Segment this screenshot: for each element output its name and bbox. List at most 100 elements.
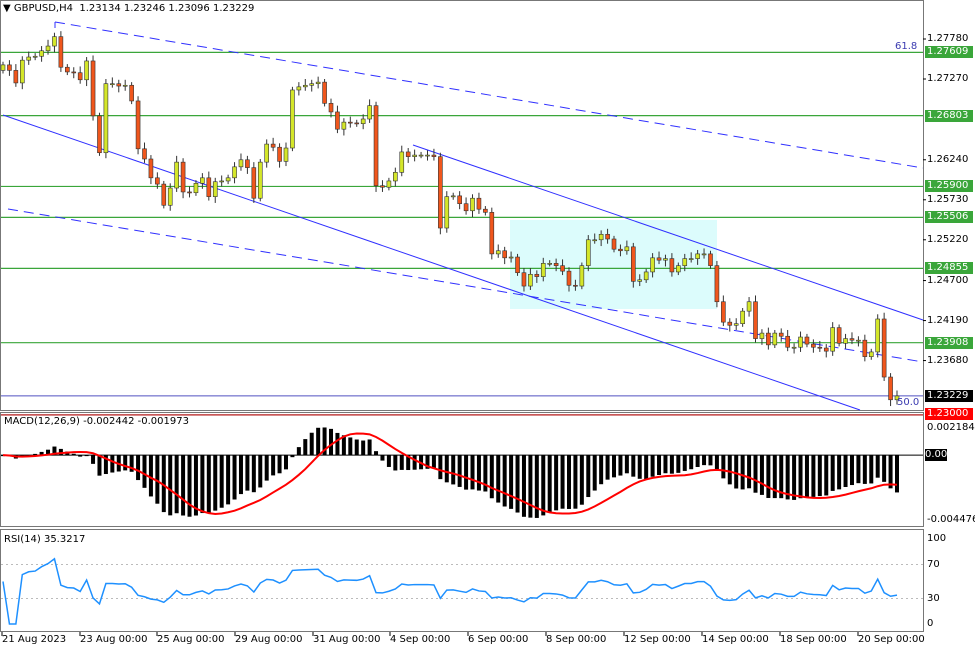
bull-candle bbox=[875, 318, 881, 353]
ohlc-open: 1.23134 bbox=[79, 3, 121, 14]
descending-resistance-line bbox=[412, 144, 924, 321]
macd-bar bbox=[290, 455, 295, 458]
bull-candle bbox=[174, 161, 179, 189]
bear-candle bbox=[7, 64, 12, 71]
bear-candle bbox=[148, 158, 154, 179]
macd-bar bbox=[155, 455, 160, 504]
bear-candle bbox=[142, 148, 147, 160]
bear-candle bbox=[129, 84, 134, 102]
collapse-triangle-icon[interactable]: ▼ bbox=[3, 3, 11, 14]
macd-bar bbox=[161, 455, 166, 513]
rsi-panel-frame bbox=[0, 529, 924, 632]
bull-candle bbox=[238, 159, 244, 168]
bear-candle bbox=[714, 265, 720, 303]
macd-bar bbox=[52, 446, 57, 456]
bull-candle bbox=[733, 323, 739, 326]
ohlc-low: 1.23096 bbox=[168, 3, 210, 14]
rsi-line bbox=[2, 557, 898, 625]
bear-candle bbox=[348, 121, 353, 124]
bull-candle bbox=[39, 50, 44, 57]
bull-candle bbox=[412, 154, 417, 157]
level-price-tag: 1.27609 bbox=[925, 46, 973, 59]
macd-bar bbox=[251, 455, 256, 493]
time-axis-label: 18 Sep 00:00 bbox=[780, 634, 847, 645]
bear-candle bbox=[90, 60, 96, 117]
macd-bar bbox=[637, 455, 642, 479]
macd-bar bbox=[875, 455, 880, 478]
bull-candle bbox=[740, 310, 745, 325]
bull-candle bbox=[122, 84, 128, 87]
macd-bar bbox=[708, 455, 713, 466]
time-axis-label: 31 Aug 00:00 bbox=[313, 634, 381, 645]
macd-bar bbox=[586, 455, 591, 498]
bear-candle bbox=[618, 248, 623, 252]
macd-bar bbox=[515, 455, 520, 513]
bull-candle bbox=[110, 83, 115, 86]
target-price-tag: 1.23000 bbox=[925, 407, 973, 420]
macd-bar bbox=[631, 455, 636, 477]
macd-bar bbox=[129, 455, 134, 472]
bull-candle bbox=[585, 239, 591, 266]
macd-bar bbox=[277, 455, 282, 474]
macd-bar bbox=[753, 455, 758, 493]
price-axis-label: 1.27270 bbox=[927, 72, 969, 84]
macd-bar bbox=[837, 455, 842, 490]
macd-bar bbox=[714, 455, 719, 471]
macd-bar bbox=[734, 455, 739, 489]
bear-candle bbox=[13, 70, 19, 84]
macd-bar bbox=[258, 455, 263, 488]
rsi-axis-label: 70 bbox=[927, 558, 940, 570]
bull-candle bbox=[290, 89, 295, 149]
macd-bar bbox=[856, 455, 861, 484]
macd-bar bbox=[464, 455, 469, 490]
price-axis-label: 1.26240 bbox=[927, 153, 969, 165]
macd-bar bbox=[676, 455, 681, 473]
bear-candle bbox=[811, 343, 816, 348]
macd-bar bbox=[470, 455, 475, 490]
bull-candle bbox=[200, 177, 205, 184]
bull-candle bbox=[746, 301, 752, 312]
bull-candle bbox=[103, 83, 109, 154]
bear-candle bbox=[753, 301, 758, 339]
bull-candle bbox=[399, 151, 405, 173]
macd-panel-frame bbox=[0, 412, 924, 527]
time-axis-label: 4 Sep 00:00 bbox=[390, 634, 451, 645]
bull-candle bbox=[759, 332, 765, 339]
macd-title: MACD(12,26,9) -0.002442 -0.001973 bbox=[4, 416, 189, 427]
macd-bar bbox=[599, 455, 604, 485]
bear-candle bbox=[483, 208, 488, 213]
level-price-tag: 1.25900 bbox=[925, 180, 973, 193]
bull-candle bbox=[193, 183, 199, 194]
fib-label-618: 61.8 bbox=[895, 41, 918, 52]
bear-candle bbox=[380, 185, 385, 188]
macd-bar bbox=[425, 455, 430, 469]
bear-candle bbox=[116, 83, 122, 87]
macd-bar bbox=[483, 455, 488, 492]
bull-candle bbox=[315, 81, 321, 85]
macd-bar bbox=[650, 455, 655, 477]
macd-bar bbox=[91, 455, 96, 464]
macd-bar bbox=[766, 455, 771, 498]
price-axis-label: 1.23680 bbox=[927, 354, 969, 366]
bull-candle bbox=[257, 161, 263, 199]
macd-bar bbox=[657, 455, 662, 476]
bull-candle bbox=[798, 336, 803, 348]
macd-bar bbox=[618, 455, 623, 476]
time-axis-label: 25 Aug 00:00 bbox=[157, 634, 225, 645]
bull-candle bbox=[508, 256, 514, 259]
bull-candle bbox=[341, 121, 347, 130]
bear-candle bbox=[785, 335, 790, 348]
bull-candle bbox=[167, 187, 173, 206]
bull-candle bbox=[32, 55, 38, 58]
macd-bar bbox=[438, 455, 443, 480]
bull-candle bbox=[868, 351, 874, 357]
bear-candle bbox=[206, 177, 212, 197]
bear-candle bbox=[631, 246, 636, 282]
bear-candle bbox=[766, 332, 771, 346]
macd-bar bbox=[747, 455, 752, 489]
macd-bar bbox=[476, 455, 481, 491]
bear-candle bbox=[270, 143, 276, 148]
ohlc-close: 1.23229 bbox=[212, 3, 255, 14]
macd-bar bbox=[502, 455, 507, 507]
